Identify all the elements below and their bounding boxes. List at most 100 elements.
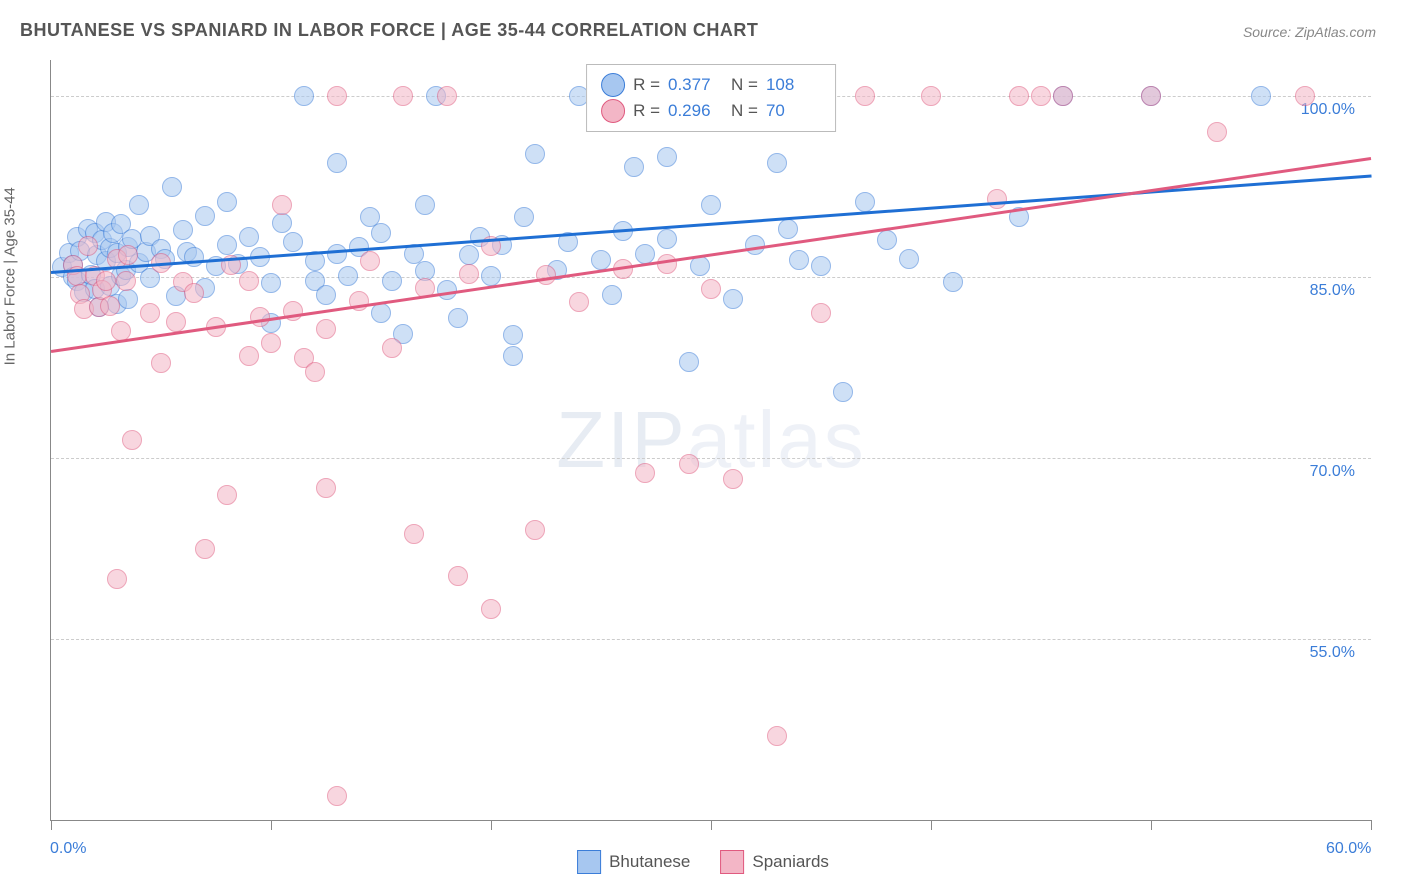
data-point	[514, 207, 534, 227]
data-point	[316, 285, 336, 305]
data-point	[624, 157, 644, 177]
x-tick	[51, 820, 52, 830]
y-tick-label: 55.0%	[1310, 644, 1355, 662]
data-point	[239, 346, 259, 366]
data-point	[261, 333, 281, 353]
data-point	[833, 382, 853, 402]
data-point	[371, 223, 391, 243]
data-point	[448, 308, 468, 328]
data-point	[327, 786, 347, 806]
data-point	[118, 245, 138, 265]
data-point	[217, 235, 237, 255]
trend-line	[51, 157, 1371, 352]
data-point	[635, 463, 655, 483]
correlation-legend: R =0.377N =108R =0.296N =70	[586, 64, 836, 132]
x-axis-label: 60.0%	[1326, 840, 1371, 858]
data-point	[195, 206, 215, 226]
data-point	[166, 312, 186, 332]
data-point	[767, 153, 787, 173]
data-point	[140, 303, 160, 323]
data-point	[239, 271, 259, 291]
data-point	[107, 569, 127, 589]
x-tick	[271, 820, 272, 830]
legend-item: Spaniards	[720, 850, 829, 874]
data-point	[877, 230, 897, 250]
series-legend: Bhutanese Spaniards	[577, 850, 829, 874]
data-point	[569, 292, 589, 312]
data-point	[327, 153, 347, 173]
data-point	[239, 227, 259, 247]
data-point	[778, 219, 798, 239]
data-point	[503, 325, 523, 345]
data-point	[162, 177, 182, 197]
data-point	[1009, 86, 1029, 106]
data-point	[382, 338, 402, 358]
x-tick	[491, 820, 492, 830]
data-point	[921, 86, 941, 106]
data-point	[679, 454, 699, 474]
legend-item: Bhutanese	[577, 850, 690, 874]
y-axis-label: In Labor Force | Age 35-44	[2, 187, 19, 365]
data-point	[100, 296, 120, 316]
data-point	[657, 147, 677, 167]
data-point	[1141, 86, 1161, 106]
data-point	[272, 213, 292, 233]
data-point	[1207, 122, 1227, 142]
data-point	[116, 271, 136, 291]
data-point	[129, 195, 149, 215]
data-point	[536, 265, 556, 285]
data-point	[525, 520, 545, 540]
y-tick-label: 85.0%	[1310, 282, 1355, 300]
data-point	[481, 599, 501, 619]
data-point	[459, 245, 479, 265]
x-tick	[1371, 820, 1372, 830]
legend-row: R =0.296N =70	[601, 99, 821, 123]
data-point	[1031, 86, 1051, 106]
source-attribution: Source: ZipAtlas.com	[1243, 24, 1376, 40]
data-point	[118, 289, 138, 309]
data-point	[657, 229, 677, 249]
data-point	[305, 362, 325, 382]
data-point	[657, 254, 677, 274]
x-tick	[931, 820, 932, 830]
data-point	[151, 353, 171, 373]
data-point	[943, 272, 963, 292]
data-point	[855, 86, 875, 106]
data-point	[701, 279, 721, 299]
data-point	[393, 86, 413, 106]
data-point	[338, 266, 358, 286]
x-tick	[711, 820, 712, 830]
data-point	[250, 307, 270, 327]
data-point	[1251, 86, 1271, 106]
data-point	[701, 195, 721, 215]
data-point	[1295, 86, 1315, 106]
data-point	[1053, 86, 1073, 106]
data-point	[173, 220, 193, 240]
trend-line	[51, 175, 1371, 274]
watermark: ZIPatlas	[556, 394, 865, 486]
chart-title: BHUTANESE VS SPANIARD IN LABOR FORCE | A…	[20, 20, 758, 41]
data-point	[371, 303, 391, 323]
x-tick	[1151, 820, 1152, 830]
data-point	[811, 303, 831, 323]
data-point	[745, 235, 765, 255]
data-point	[789, 250, 809, 270]
gridline	[51, 458, 1371, 459]
data-point	[767, 726, 787, 746]
data-point	[184, 247, 204, 267]
data-point	[459, 264, 479, 284]
data-point	[437, 86, 457, 106]
data-point	[811, 256, 831, 276]
data-point	[382, 271, 402, 291]
data-point	[316, 319, 336, 339]
data-point	[283, 232, 303, 252]
data-point	[272, 195, 292, 215]
data-point	[261, 273, 281, 293]
data-point	[503, 346, 523, 366]
data-point	[525, 144, 545, 164]
data-point	[679, 352, 699, 372]
data-point	[987, 189, 1007, 209]
data-point	[723, 469, 743, 489]
x-axis-label: 0.0%	[50, 840, 86, 858]
legend-row: R =0.377N =108	[601, 73, 821, 97]
